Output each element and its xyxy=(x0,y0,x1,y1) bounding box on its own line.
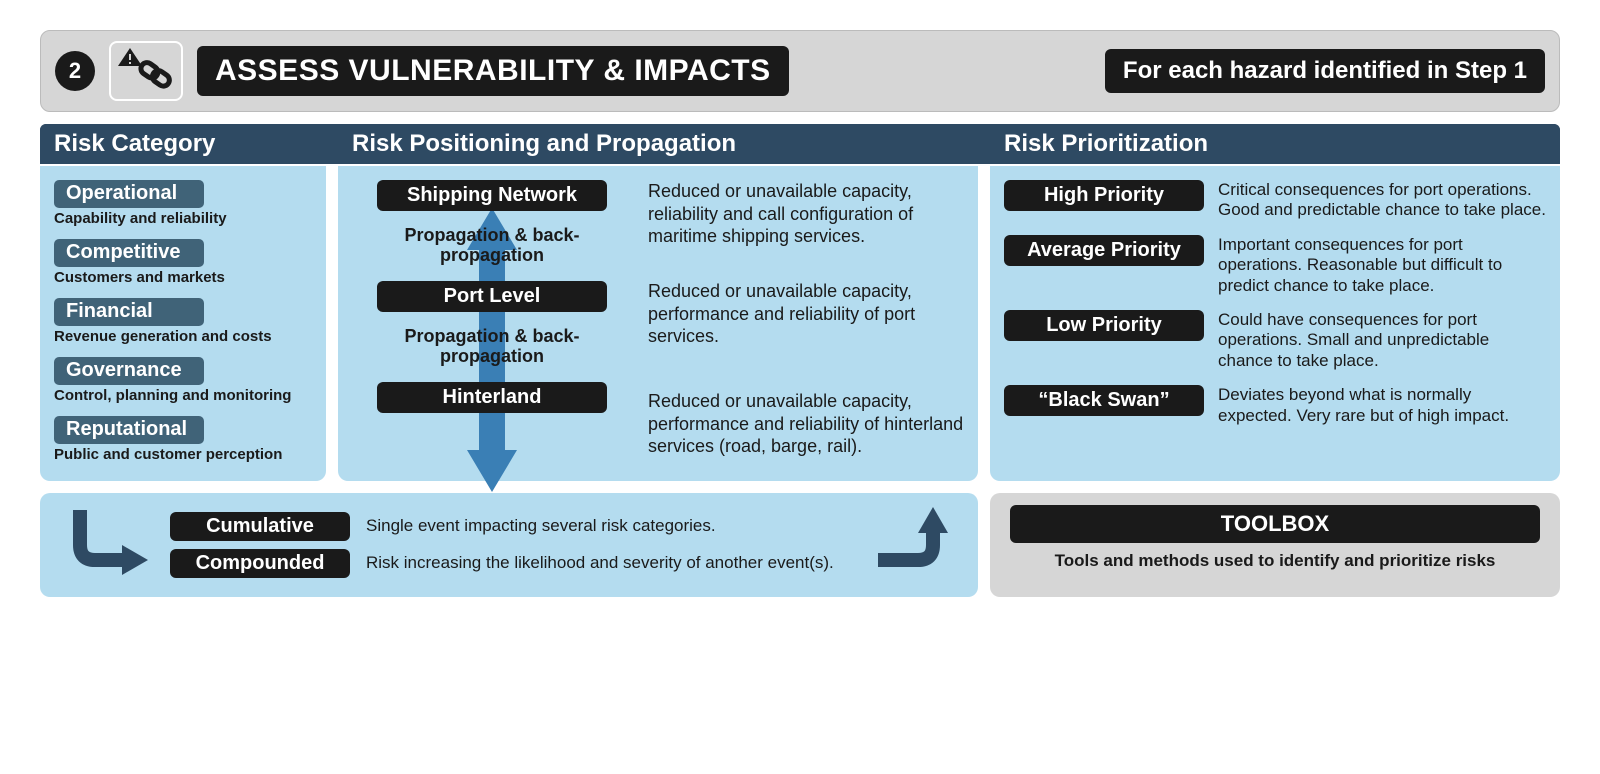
priority-desc: Important consequences for port operatio… xyxy=(1218,235,1546,296)
category-desc: Revenue generation and costs xyxy=(54,328,312,345)
flow-out-arrow-icon xyxy=(868,505,958,585)
priority-desc: Deviates beyond what is normally expecte… xyxy=(1218,385,1546,426)
step-number: 2 xyxy=(69,58,81,84)
section-header-positioning: Risk Positioning and Propagation xyxy=(338,124,978,164)
connector-text: propagation xyxy=(440,245,544,265)
toolbox-panel: TOOLBOX Tools and methods used to identi… xyxy=(990,493,1560,597)
category-item: Governance Control, planning and monitor… xyxy=(54,357,312,404)
priority-row: “Black Swan” Deviates beyond what is nor… xyxy=(1004,385,1546,426)
connector-text: Propagation & back- xyxy=(404,326,579,346)
cumulative-desc: Risk increasing the likelihood and sever… xyxy=(366,553,834,573)
category-desc: Customers and markets xyxy=(54,269,312,286)
propagation-descriptions: Reduced or unavailable capacity, reliabi… xyxy=(648,180,964,458)
level-desc: Reduced or unavailable capacity, perform… xyxy=(648,390,964,458)
page-title: ASSESS VULNERABILITY & IMPACTS xyxy=(197,46,789,96)
priority-row: Average Priority Important consequences … xyxy=(1004,235,1546,296)
priority-row: Low Priority Could have consequences for… xyxy=(1004,310,1546,371)
priority-desc: Critical consequences for port operation… xyxy=(1218,180,1546,221)
header-bar: 2 ASSESS VULNERABILITY & IMPACTS For eac… xyxy=(40,30,1560,112)
cumulative-desc: Single event impacting several risk cate… xyxy=(366,516,834,536)
level-desc: Reduced or unavailable capacity, reliabi… xyxy=(648,180,964,280)
cumulative-label: Cumulative xyxy=(170,512,350,541)
category-desc: Control, planning and monitoring xyxy=(54,387,312,404)
toolbox-title: TOOLBOX xyxy=(1010,505,1540,543)
category-desc: Public and customer perception xyxy=(54,446,312,463)
bottom-row: Cumulative Single event impacting severa… xyxy=(40,493,1560,597)
step-number-badge: 2 xyxy=(55,51,95,91)
category-label: Operational xyxy=(54,180,204,208)
category-item: Reputational Public and customer percept… xyxy=(54,416,312,463)
priority-label: Average Priority xyxy=(1004,235,1204,266)
toolbox-desc: Tools and methods used to identify and p… xyxy=(1010,551,1540,571)
category-item: Financial Revenue generation and costs xyxy=(54,298,312,345)
category-label: Financial xyxy=(54,298,204,326)
section-header-category: Risk Category xyxy=(40,124,326,164)
page-subtitle: For each hazard identified in Step 1 xyxy=(1105,49,1545,93)
propagation-stack: Shipping Network Propagation & back- pro… xyxy=(352,180,632,413)
risk-positioning-panel: Shipping Network Propagation & back- pro… xyxy=(338,166,978,481)
flow-in-arrow-icon xyxy=(60,505,150,585)
section-header-row: Risk Category Risk Positioning and Propa… xyxy=(40,124,1560,164)
category-item: Competitive Customers and markets xyxy=(54,239,312,286)
category-label: Reputational xyxy=(54,416,204,444)
priority-label: High Priority xyxy=(1004,180,1204,211)
priority-label: Low Priority xyxy=(1004,310,1204,341)
risk-prioritization-panel: High Priority Critical consequences for … xyxy=(990,166,1560,481)
cumulative-items: Cumulative Single event impacting severa… xyxy=(170,512,834,578)
cumulative-row: Cumulative Single event impacting severa… xyxy=(170,512,834,541)
risk-category-panel: Operational Capability and reliability C… xyxy=(40,166,326,481)
priority-label: “Black Swan” xyxy=(1004,385,1204,416)
level-pill: Port Level xyxy=(377,281,607,312)
chain-warning-icon xyxy=(109,41,183,101)
cumulative-label: Compounded xyxy=(170,549,350,578)
connector-text: propagation xyxy=(440,346,544,366)
main-columns: Operational Capability and reliability C… xyxy=(40,166,1560,481)
category-item: Operational Capability and reliability xyxy=(54,180,312,227)
priority-desc: Could have consequences for port operati… xyxy=(1218,310,1546,371)
level-desc: Reduced or unavailable capacity, perform… xyxy=(648,280,964,390)
category-label: Governance xyxy=(54,357,204,385)
section-header-prioritization: Risk Prioritization xyxy=(990,124,1560,164)
cumulative-row: Compounded Risk increasing the likelihoo… xyxy=(170,549,834,578)
level-pill: Shipping Network xyxy=(377,180,607,211)
priority-row: High Priority Critical consequences for … xyxy=(1004,180,1546,221)
connector-text: Propagation & back- xyxy=(404,225,579,245)
level-pill: Hinterland xyxy=(377,382,607,413)
category-label: Competitive xyxy=(54,239,204,267)
category-desc: Capability and reliability xyxy=(54,210,312,227)
